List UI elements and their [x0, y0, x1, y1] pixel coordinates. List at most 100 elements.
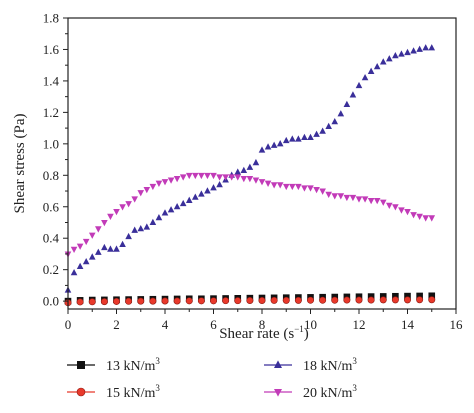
legend-label: 13 kN/m3	[106, 356, 160, 374]
data-point	[137, 224, 145, 232]
data-point	[398, 207, 405, 214]
data-point	[258, 297, 266, 305]
data-point	[379, 58, 387, 65]
data-point	[355, 196, 363, 203]
data-point	[113, 209, 120, 216]
data-point	[410, 212, 417, 219]
data-point	[161, 209, 169, 216]
data-point	[294, 296, 302, 304]
data-point	[246, 175, 254, 183]
legend-item: 18 kN/m3	[264, 356, 357, 374]
data-point	[386, 202, 393, 209]
legend-marker	[274, 389, 282, 397]
axes: 0 2 4 6 8 10 12 14 16 0.0 0.2 0.4 0.6 0.8 1.0 1.2 1.4 1.6…	[12, 11, 463, 343]
x-tick-label: 12	[353, 317, 366, 332]
data-point	[216, 174, 223, 181]
data-point	[289, 135, 296, 142]
data-point	[95, 226, 102, 233]
y-tick-label: 0.4	[43, 231, 60, 246]
data-point	[192, 172, 199, 180]
data-point	[386, 55, 393, 62]
y-tick-label: 0.6	[43, 199, 60, 214]
data-point	[76, 243, 84, 250]
data-point	[373, 197, 381, 205]
plot-frame	[67, 17, 457, 310]
legend-label: 15 kN/m3	[106, 383, 160, 401]
y-tick-label: 0.8	[43, 168, 59, 183]
data-point	[167, 206, 175, 213]
y-axis-title: Shear stress (Pa)	[12, 114, 28, 214]
data-point	[343, 296, 351, 304]
data-point	[306, 296, 314, 304]
data-point	[149, 218, 157, 225]
x-tick-label: 10	[304, 317, 317, 332]
data-point	[325, 122, 332, 130]
data-point	[137, 190, 145, 197]
data-point	[204, 172, 211, 180]
data-point	[149, 183, 157, 191]
data-point	[161, 179, 169, 186]
data-point	[210, 172, 217, 180]
data-point	[234, 168, 242, 175]
data-point	[173, 297, 181, 305]
data-point	[173, 202, 181, 210]
x-tick-label: 14	[401, 317, 415, 332]
data-point	[337, 193, 345, 200]
data-point	[76, 262, 84, 270]
data-point	[179, 174, 187, 181]
y-tick-label: 1.8	[43, 11, 59, 26]
data-point	[258, 179, 266, 186]
data-point	[331, 296, 339, 304]
data-point	[422, 215, 429, 222]
data-point	[155, 213, 163, 221]
data-point	[234, 174, 242, 181]
data-point	[367, 197, 375, 205]
data-point	[282, 296, 290, 304]
data-point	[391, 296, 399, 304]
data-point	[404, 209, 411, 216]
data-point	[161, 297, 169, 305]
data-point	[355, 81, 363, 89]
x-axis-title: Shear rate (s−1)	[219, 324, 309, 342]
data-point	[343, 194, 351, 202]
data-point	[131, 226, 138, 233]
data-point	[88, 298, 96, 306]
data-point	[331, 193, 339, 200]
data-point	[125, 297, 133, 305]
data-point	[113, 245, 120, 252]
data-point	[392, 204, 399, 211]
data-point	[349, 91, 357, 98]
data-point	[101, 220, 108, 227]
data-point	[228, 174, 235, 181]
data-point	[70, 246, 78, 254]
data-point	[367, 296, 375, 304]
legend-item: 15 kN/m3	[67, 383, 160, 401]
data-point	[270, 182, 278, 189]
data-point	[113, 297, 121, 305]
data-point	[355, 296, 363, 304]
data-point	[198, 190, 205, 197]
data-point	[319, 188, 326, 195]
data-point	[379, 296, 387, 304]
plot-area	[64, 44, 436, 307]
data-point	[392, 51, 399, 59]
data-point	[119, 204, 126, 211]
data-point	[404, 292, 411, 300]
data-point	[282, 183, 290, 191]
data-point	[204, 187, 211, 194]
data-point	[379, 199, 387, 206]
data-point	[210, 184, 217, 191]
data-point	[422, 44, 429, 51]
data-point	[185, 196, 193, 203]
data-point	[307, 185, 314, 192]
data-point	[192, 193, 199, 200]
series-2	[64, 296, 436, 307]
data-point	[107, 245, 114, 252]
data-point	[100, 298, 108, 306]
data-point	[173, 175, 181, 183]
data-point	[428, 215, 436, 222]
data-point	[82, 238, 90, 246]
data-point	[101, 243, 108, 251]
data-point	[125, 201, 132, 208]
